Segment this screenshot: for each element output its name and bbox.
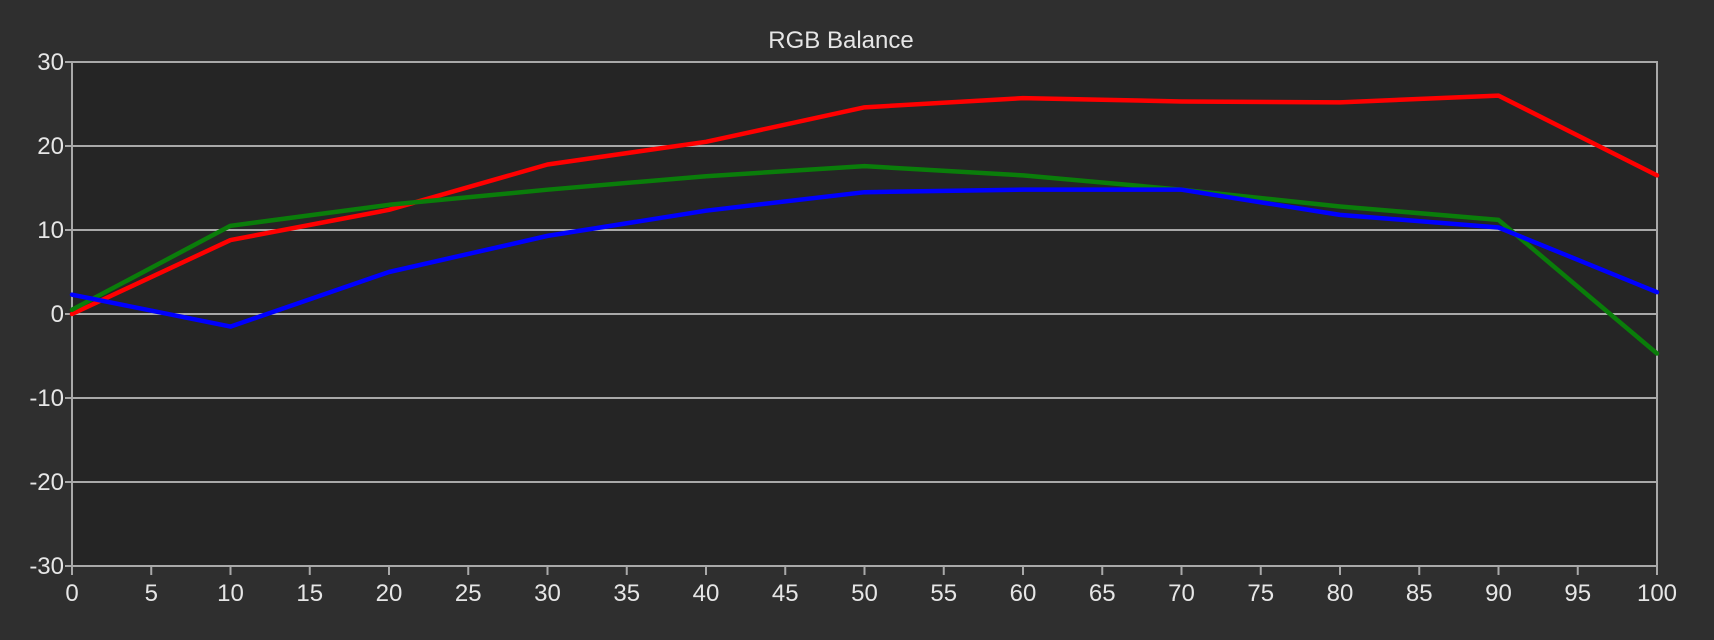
x-tick-label: 45 [772, 580, 799, 607]
chart-title: RGB Balance [768, 27, 913, 54]
x-tick-label: 70 [1168, 580, 1195, 607]
y-tick-label: -20 [29, 469, 64, 496]
series-line [69, 93, 1660, 317]
x-tick-label: 90 [1485, 580, 1512, 607]
x-tick-label: 25 [455, 580, 482, 607]
x-tick-label: 40 [693, 580, 720, 607]
x-tick-label: 65 [1089, 580, 1116, 607]
x-tick-label: 60 [1010, 580, 1037, 607]
x-tick-label: 30 [534, 580, 561, 607]
x-tick-label: 10 [217, 580, 244, 607]
x-tick-label: 95 [1564, 580, 1591, 607]
y-tick-label: -10 [29, 385, 64, 412]
x-tick-label: 15 [296, 580, 323, 607]
x-tick-label: 0 [65, 580, 78, 607]
x-tick-label: 5 [145, 580, 158, 607]
series-line [69, 187, 1660, 329]
x-tick-label: 50 [851, 580, 878, 607]
y-tick-label: 10 [37, 217, 64, 244]
series-lines [69, 93, 1660, 356]
x-tick-label: 100 [1637, 580, 1677, 607]
y-tick-label: 0 [51, 301, 64, 328]
y-tick-label: 30 [37, 49, 64, 76]
x-tick-label: 20 [376, 580, 403, 607]
y-tick-label: -30 [29, 553, 64, 580]
x-tick-label: 35 [613, 580, 640, 607]
y-tick-label: 20 [37, 133, 64, 160]
x-tick-label: 80 [1327, 580, 1354, 607]
x-tick-label: 55 [930, 580, 957, 607]
series-line [69, 163, 1660, 356]
x-tick-label: 75 [1247, 580, 1274, 607]
x-tick-label: 85 [1406, 580, 1433, 607]
